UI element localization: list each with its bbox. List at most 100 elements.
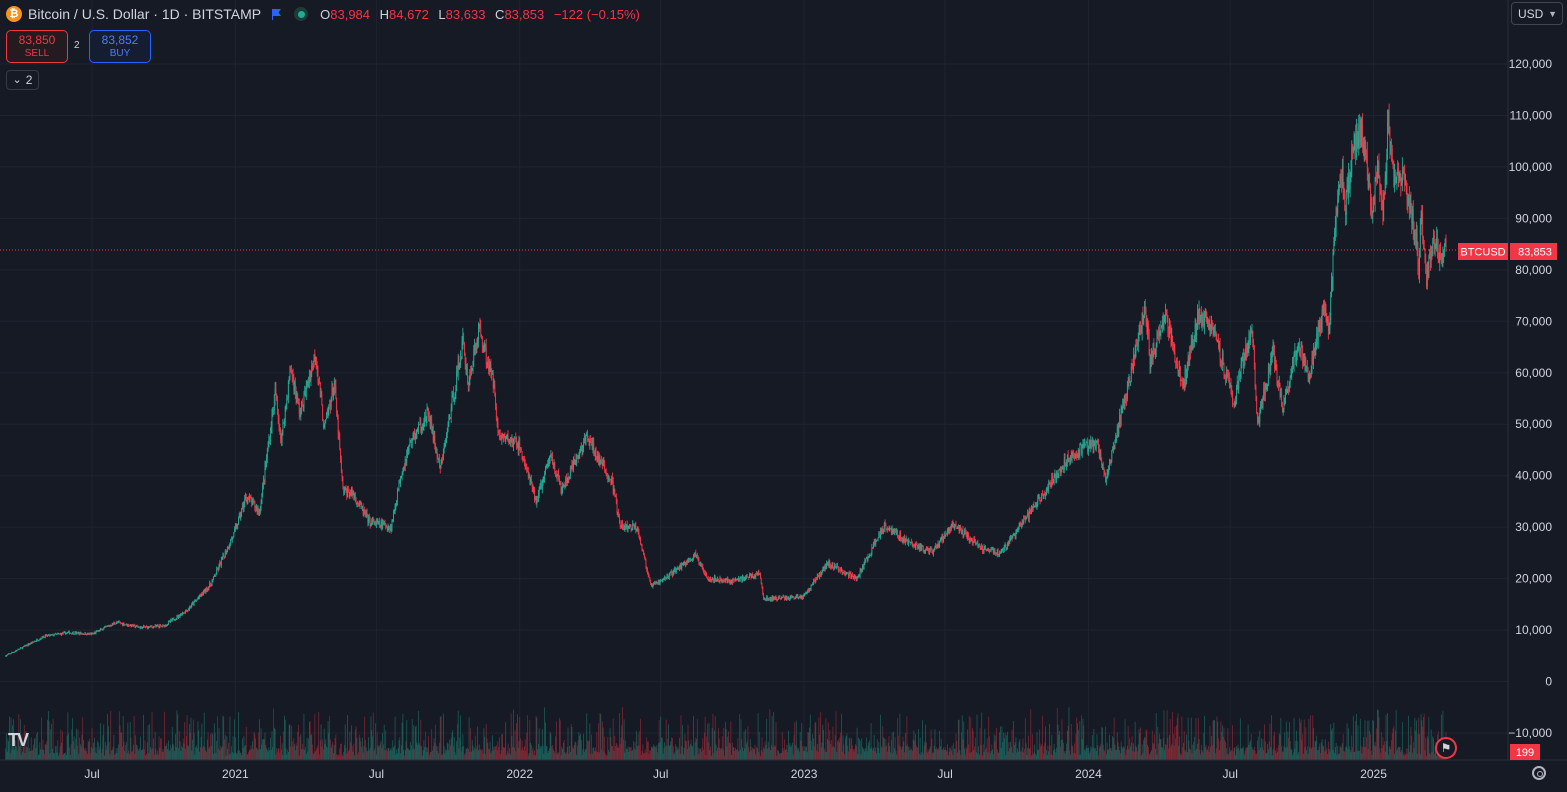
- candle-body: [836, 565, 838, 569]
- candle-body: [584, 436, 586, 440]
- candle-body: [487, 363, 489, 366]
- volume-bar: [585, 749, 587, 760]
- candle-body: [826, 563, 828, 568]
- candle-body: [892, 528, 894, 534]
- candle-body: [581, 447, 583, 454]
- candle-body: [1176, 362, 1177, 364]
- volume-bar: [164, 711, 165, 760]
- candle-body: [550, 454, 552, 457]
- volume-bar: [581, 754, 583, 760]
- candle-body: [516, 445, 518, 447]
- volume-bar: [1236, 748, 1238, 760]
- candle-body: [361, 506, 363, 509]
- candle-body: [157, 625, 159, 627]
- volume-bar: [908, 747, 909, 760]
- candle-body: [800, 595, 802, 599]
- candle-body: [418, 425, 419, 429]
- volume-bar: [148, 753, 150, 760]
- volume-bar: [1290, 748, 1292, 760]
- candle-body: [478, 329, 479, 341]
- volume-bar: [905, 746, 907, 760]
- candle-body: [214, 576, 216, 578]
- volume-bar: [259, 719, 260, 760]
- candle-body: [509, 440, 510, 444]
- volume-bar: [301, 743, 303, 760]
- candle-body: [1195, 324, 1197, 336]
- volume-bar: [1117, 742, 1119, 760]
- volume-bar: [587, 741, 589, 760]
- candle-body: [1003, 545, 1005, 551]
- candle-body: [382, 522, 384, 525]
- volume-bar: [548, 748, 550, 760]
- volume-bar: [1114, 744, 1116, 760]
- candle-body: [675, 568, 676, 573]
- volume-bar: [1064, 753, 1066, 760]
- volume-bar: [947, 755, 949, 760]
- volume-bar: [301, 748, 302, 760]
- volume-bar: [957, 752, 958, 760]
- volume-bar: [1170, 746, 1172, 760]
- candle-body: [264, 465, 266, 481]
- candle-body: [1088, 447, 1089, 452]
- volume-bar: [1190, 749, 1191, 760]
- candle-body: [21, 647, 23, 649]
- volume-bar: [824, 751, 826, 760]
- candle-body: [1140, 328, 1142, 334]
- volume-bar: [1003, 732, 1004, 760]
- volume-bar: [668, 724, 669, 760]
- candle-body: [1061, 466, 1063, 468]
- candle-body: [396, 501, 398, 505]
- candle-body: [234, 529, 235, 533]
- candle-body: [848, 572, 850, 577]
- candle-body: [1052, 482, 1054, 484]
- candle-body: [402, 470, 404, 476]
- volume-bar: [87, 740, 89, 760]
- volume-bar: [1024, 717, 1026, 760]
- candle-body: [338, 435, 340, 439]
- volume-bar: [518, 741, 520, 760]
- candle-body: [258, 508, 260, 513]
- candle-body: [1095, 443, 1096, 449]
- candle-body: [1035, 506, 1037, 508]
- candle-body: [1050, 484, 1052, 486]
- volume-bar: [1063, 751, 1065, 760]
- volume-bar: [920, 754, 922, 760]
- volume-bar: [215, 752, 217, 760]
- candle-body: [71, 633, 73, 634]
- volume-bar: [225, 755, 227, 760]
- volume-bar: [557, 751, 559, 760]
- volume-bar: [261, 744, 263, 760]
- candle-body: [606, 474, 608, 476]
- volume-bar: [217, 748, 219, 760]
- volume-bar: [370, 716, 372, 760]
- candle-body: [30, 642, 32, 644]
- candle-body: [540, 483, 542, 486]
- volume-bar: [1338, 753, 1339, 760]
- candle-body: [37, 640, 39, 642]
- volume-bar: [433, 737, 435, 760]
- volume-bar: [1340, 745, 1342, 760]
- candle-body: [853, 574, 855, 579]
- volume-bar: [1358, 751, 1360, 760]
- volume-bar: [763, 747, 764, 760]
- candle-body: [516, 441, 518, 447]
- volume-bar: [100, 753, 102, 760]
- volume-bar: [125, 745, 126, 760]
- volume-bar: [456, 741, 458, 760]
- candle-body: [565, 478, 567, 486]
- candle-body: [546, 465, 548, 467]
- volume-bar: [1370, 750, 1372, 760]
- candle-body: [753, 575, 755, 578]
- volume-bar: [912, 739, 914, 760]
- volume-bar: [1442, 710, 1444, 760]
- candle-body: [666, 574, 668, 579]
- volume-bar: [1359, 718, 1361, 760]
- candle-body: [404, 467, 405, 469]
- candle-body: [88, 633, 90, 635]
- volume-bar: [802, 746, 803, 760]
- volume-bar: [798, 748, 800, 760]
- candle-body: [1066, 461, 1068, 466]
- candle-body: [651, 583, 653, 587]
- volume-bar: [1282, 751, 1283, 760]
